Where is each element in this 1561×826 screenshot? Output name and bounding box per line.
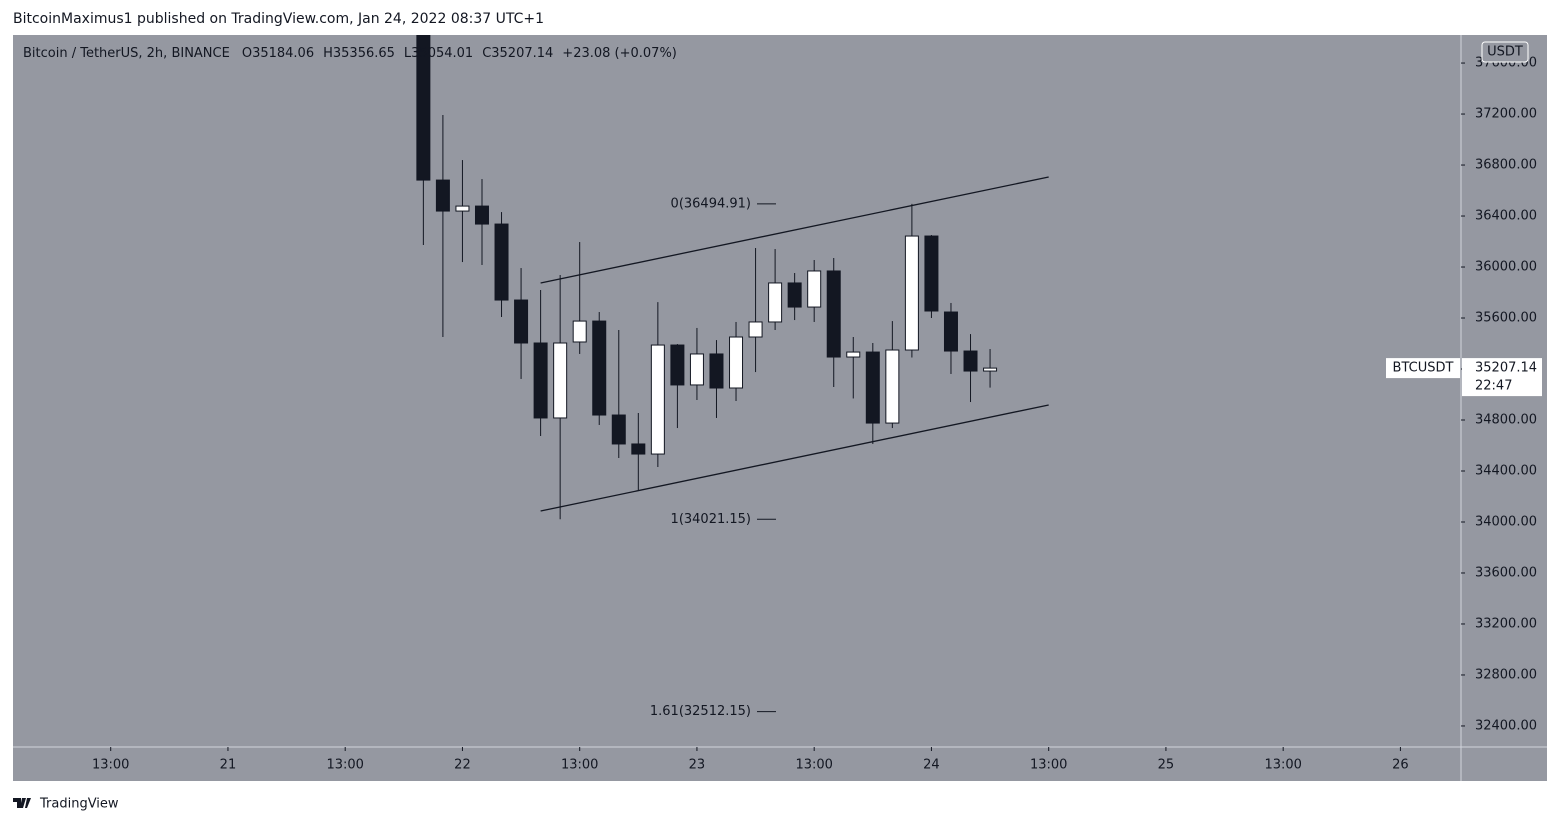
change: +23.08 (+0.07%) xyxy=(562,46,677,61)
countdown: 22:47 xyxy=(1475,379,1512,394)
candle-body xyxy=(904,235,919,351)
fib-label: 0(36494.91) xyxy=(671,196,751,211)
y-tick-label: 37200.00 xyxy=(1475,107,1537,122)
candle-body xyxy=(416,35,431,181)
x-tick-label: 13:00 xyxy=(561,758,598,773)
ohlc-letter: H xyxy=(323,46,333,61)
x-tick-label: 13:00 xyxy=(1030,758,1067,773)
candle-body xyxy=(670,344,685,386)
fib-label: 1(34021.15) xyxy=(671,512,751,527)
candle-body xyxy=(494,223,509,301)
candle-body xyxy=(787,282,802,308)
candle-body xyxy=(572,320,587,343)
time-axis-background xyxy=(13,747,1547,781)
x-tick-label: 23 xyxy=(689,758,706,773)
candle-body xyxy=(435,179,450,212)
overlay: 32400.00 32800.00 33200.00 33600.00 34000.00… xyxy=(23,41,1542,773)
y-tick-label: 36000.00 xyxy=(1475,260,1537,275)
candle-body xyxy=(846,351,861,358)
candle-body xyxy=(807,270,822,308)
candle-body xyxy=(709,353,724,389)
price-tag xyxy=(1462,358,1542,397)
ohlc-value: 35207.14 xyxy=(491,46,553,61)
symbol-legend: Bitcoin / TetherUS, 2h, BINANCE O35184.06… xyxy=(23,46,677,61)
candle-body xyxy=(553,342,568,419)
currency-badge xyxy=(1481,41,1529,63)
y-tick-label: 32400.00 xyxy=(1475,718,1537,733)
x-tick-label: 25 xyxy=(1158,758,1175,773)
candle-body xyxy=(729,336,744,389)
candle-body xyxy=(748,321,763,338)
candle-body xyxy=(826,270,841,358)
x-tick-label: 13:00 xyxy=(1264,758,1301,773)
candle-body xyxy=(514,299,529,344)
footer-brand: TradingView xyxy=(39,797,119,812)
candle-body xyxy=(455,205,470,212)
y-tick-label: 36800.00 xyxy=(1475,158,1537,173)
channel-line xyxy=(540,176,1049,284)
candle-body xyxy=(865,351,880,424)
plot: 0(36494.91) 1(34021.15) 1.61(32512.15) xyxy=(416,35,1049,719)
ohlc-value: 35356.65 xyxy=(333,46,395,61)
y-tick-label: 34400.00 xyxy=(1475,463,1537,478)
candle-body xyxy=(924,235,939,312)
candle-body xyxy=(943,311,958,352)
y-tick-label: 32800.00 xyxy=(1475,667,1537,682)
symbol: Bitcoin / TetherUS, 2h, BINANCE xyxy=(23,46,230,61)
candle-body xyxy=(983,367,998,372)
candle-body xyxy=(963,350,978,372)
candle-body xyxy=(592,320,607,416)
ohlc-letter: L xyxy=(404,46,412,61)
ohlc-value: 35054.01 xyxy=(411,46,473,61)
x-tick-label: 13:00 xyxy=(795,758,832,773)
ohlc-letter: C xyxy=(482,46,491,61)
candle-body xyxy=(885,349,900,424)
currency-label: USDT xyxy=(1487,45,1523,60)
ticker-label: BTCUSDT xyxy=(1393,361,1454,376)
x-tick-label: 21 xyxy=(220,758,237,773)
y-tick-label: 36400.00 xyxy=(1475,209,1537,224)
price-tag-value: 35207.14 xyxy=(1475,361,1537,376)
ticker-tag xyxy=(1386,358,1460,379)
x-tick-label: 13:00 xyxy=(326,758,363,773)
candle-body xyxy=(631,443,646,455)
plot-background xyxy=(13,35,1461,747)
x-tick-label: 24 xyxy=(923,758,940,773)
fib-label: 1.61(32512.15) xyxy=(650,704,751,719)
ohlc-letter: O xyxy=(242,46,252,61)
x-tick-label: 26 xyxy=(1392,758,1409,773)
candle-body xyxy=(650,344,665,455)
y-tick-label: 34800.00 xyxy=(1475,413,1537,428)
x-tick-label: 13:00 xyxy=(92,758,129,773)
candle-body xyxy=(474,205,489,225)
y-tick-label: 35600.00 xyxy=(1475,311,1537,326)
candle-body xyxy=(768,282,783,323)
y-tick-label: 34000.00 xyxy=(1475,514,1537,529)
publish-header: BitcoinMaximus1 published on TradingView… xyxy=(13,11,544,27)
candle-body xyxy=(611,414,626,445)
x-tick-label: 22 xyxy=(454,758,471,773)
y-tick-label: 33200.00 xyxy=(1475,616,1537,631)
ohlc-value: 35184.06 xyxy=(252,46,314,61)
y-tick-label: 33600.00 xyxy=(1475,565,1537,580)
footer-logo xyxy=(13,798,31,808)
candle-body xyxy=(533,342,548,419)
channel-line xyxy=(540,404,1049,512)
candle-body xyxy=(689,353,704,386)
